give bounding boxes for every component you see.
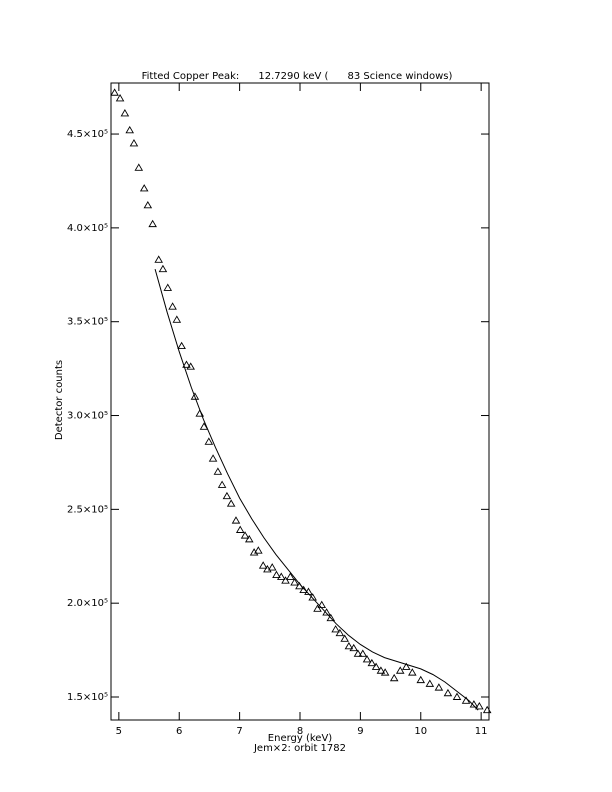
data-point xyxy=(443,688,453,697)
data-point xyxy=(401,662,411,670)
data-point xyxy=(177,341,186,350)
data-point xyxy=(376,666,386,674)
data-point xyxy=(208,454,218,462)
x-tick-label: 11 xyxy=(475,726,488,737)
data-point xyxy=(362,655,372,663)
fit-line xyxy=(154,269,479,711)
data-point xyxy=(389,673,399,682)
y-tick-label: 2.5×10⁵ xyxy=(67,504,108,515)
data-point xyxy=(308,593,317,601)
data-point xyxy=(231,516,241,524)
y-tick-label: 4.5×10⁵ xyxy=(67,129,108,140)
y-tick-label: 4.0×10⁵ xyxy=(67,223,108,234)
data-point xyxy=(240,531,250,539)
data-point xyxy=(182,360,191,368)
data-point xyxy=(163,283,173,291)
data-point xyxy=(452,692,462,700)
data-point xyxy=(434,683,444,691)
data-point xyxy=(168,302,177,310)
data-point xyxy=(313,604,322,612)
data-point xyxy=(217,480,227,488)
data-point xyxy=(371,662,381,670)
data-point xyxy=(134,163,144,171)
data-point xyxy=(425,679,435,687)
data-point xyxy=(408,668,417,676)
data-point xyxy=(129,139,139,147)
data-point xyxy=(290,578,299,586)
data-point xyxy=(143,200,153,209)
y-tick-label: 3.5×10⁵ xyxy=(67,317,108,328)
data-point xyxy=(125,125,135,134)
data-point xyxy=(276,572,286,580)
data-point xyxy=(110,88,119,96)
y-tick-label: 1.5×10⁵ xyxy=(67,692,108,703)
data-point xyxy=(416,675,426,684)
y-tick-label: 3.0×10⁵ xyxy=(67,411,108,422)
data-point xyxy=(254,546,263,554)
data-point xyxy=(367,658,377,667)
x-tick-label: 5 xyxy=(116,726,122,737)
data-point xyxy=(190,392,200,400)
data-point xyxy=(286,572,295,580)
data-point xyxy=(258,561,268,569)
data-point xyxy=(244,534,254,543)
data-point xyxy=(475,702,484,710)
chart-title: Fitted Copper Peak: 12.7290 keV ( 83 Sci… xyxy=(142,71,453,82)
x-tick-label: 8 xyxy=(297,726,303,737)
data-point xyxy=(235,525,245,533)
data-point xyxy=(213,467,223,475)
data-point xyxy=(326,613,336,622)
data-point xyxy=(482,705,492,714)
data-point xyxy=(199,422,209,430)
data-point xyxy=(358,649,368,657)
data-point xyxy=(148,219,157,228)
x-tick-label: 6 xyxy=(176,726,182,737)
subtitle: Jem×2: orbit 1782 xyxy=(253,743,346,754)
y-axis-label: Detector counts xyxy=(54,360,65,440)
data-point xyxy=(172,315,182,323)
y-tick-label: 2.0×10⁵ xyxy=(67,598,108,609)
data-point xyxy=(340,634,349,642)
data-point xyxy=(395,666,405,674)
data-point xyxy=(335,628,345,637)
data-point xyxy=(272,570,281,578)
data-point xyxy=(154,255,163,263)
data-point xyxy=(158,264,168,273)
data-point xyxy=(267,563,277,571)
data-point xyxy=(349,643,359,652)
data-point xyxy=(222,491,232,500)
x-tick-label: 7 xyxy=(236,726,242,737)
data-point xyxy=(120,109,130,117)
x-tick-label: 10 xyxy=(414,726,427,737)
data-point xyxy=(226,499,236,507)
data-point xyxy=(139,184,149,192)
data-point xyxy=(380,668,390,676)
data-point xyxy=(186,362,195,370)
data-point xyxy=(115,93,125,102)
x-axis-label: Energy (keV) xyxy=(268,733,333,744)
data-point xyxy=(344,641,354,650)
data-point xyxy=(353,649,363,657)
data-point xyxy=(331,625,340,633)
data-point xyxy=(204,437,214,445)
x-tick-label: 9 xyxy=(357,726,363,737)
data-point xyxy=(281,576,290,584)
